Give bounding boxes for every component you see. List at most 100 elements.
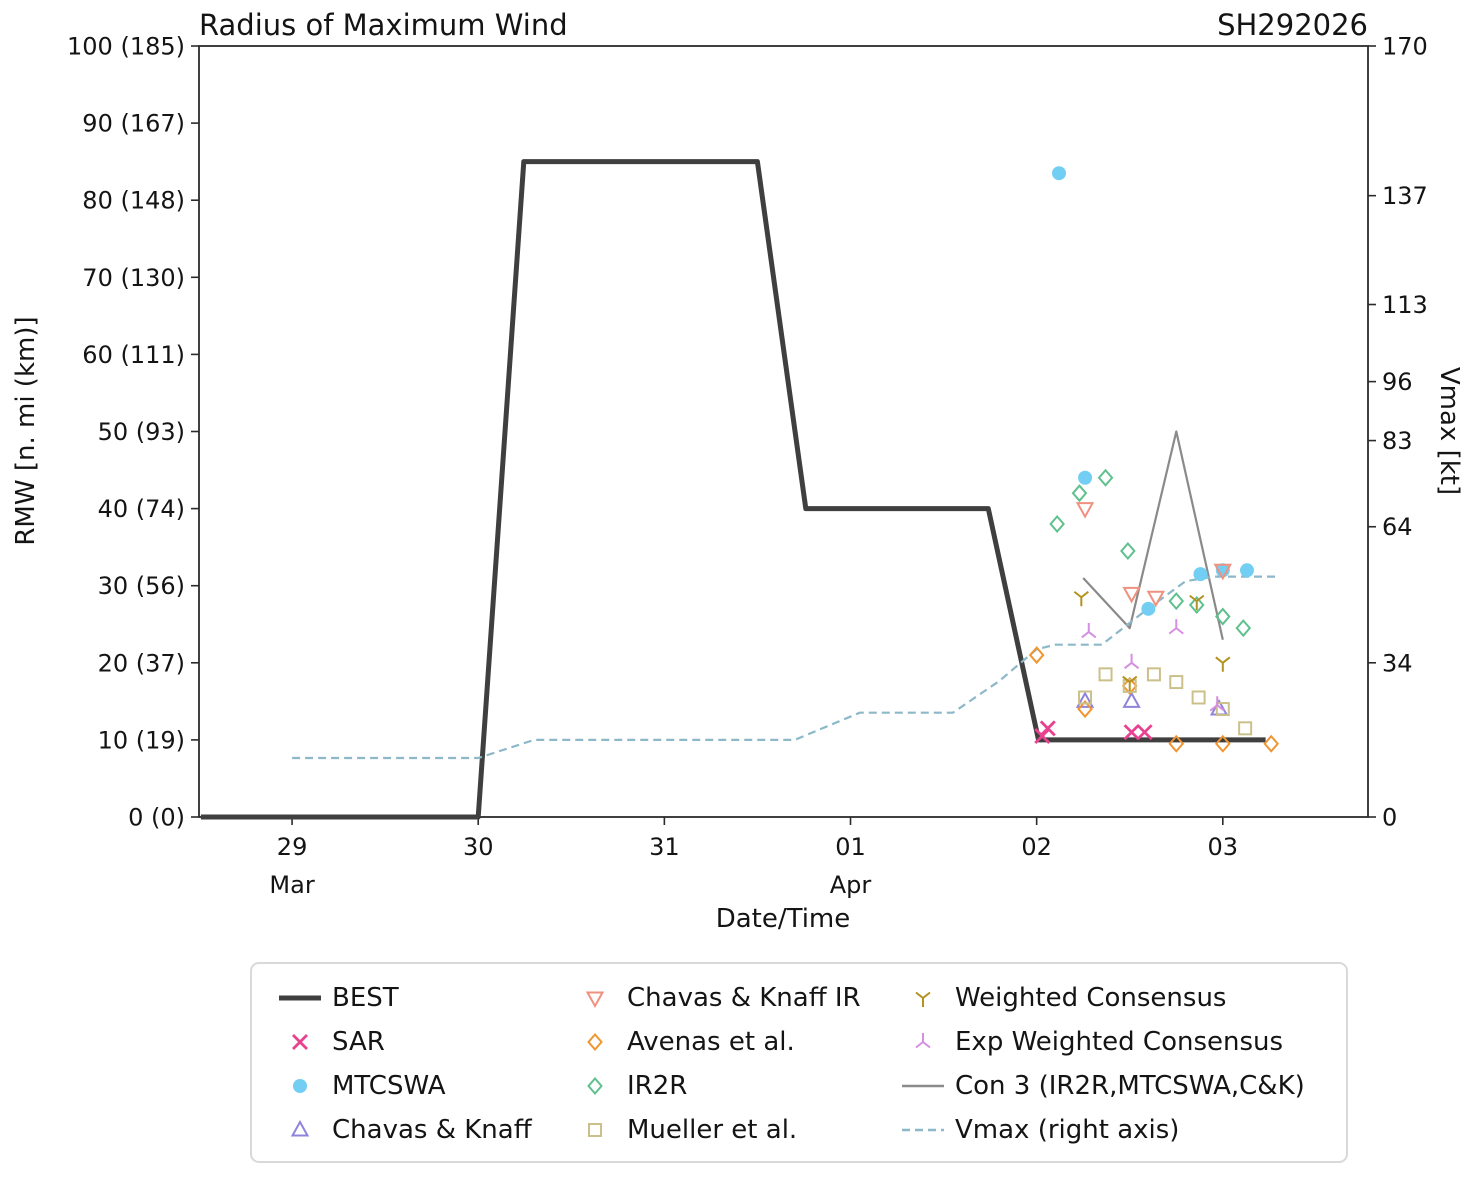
legend-marker-mueller-icon [588, 1123, 602, 1137]
avenas-scatter-point [1121, 676, 1138, 695]
legend-label-ir2r: IR2R [627, 1071, 688, 1101]
sar-scatter-point [1123, 724, 1140, 741]
avenas-scatter-point [1028, 646, 1045, 665]
chavas_knaff-scatter-point [1075, 691, 1095, 708]
legend-label-sar: SAR [332, 1027, 385, 1057]
mtcswa-scatter-point [1078, 470, 1093, 485]
legend-marker-mueller-point [588, 1123, 602, 1137]
legend-marker-con3-icon [902, 1084, 944, 1088]
legend-item-exp_weighted_consensus: Exp Weighted Consensus [900, 1020, 1305, 1064]
y-right-tick-label: 113 [1382, 291, 1428, 319]
legend-marker-mtcswa-icon [293, 1079, 307, 1093]
y-left-tick-label: 40 (74) [98, 495, 185, 523]
y-right-tick-label: 34 [1382, 649, 1413, 677]
chavas_knaff_ir-scatter-point [1122, 586, 1141, 604]
mueller-scatter [1078, 667, 1253, 736]
legend-marker-ir2r [587, 1076, 603, 1096]
y-left-tick-label: 80 (148) [82, 187, 185, 215]
legend-item-vmax: Vmax (right axis) [900, 1108, 1305, 1152]
avenas-scatter-point [1214, 734, 1231, 753]
mueller-scatter-point [1098, 667, 1113, 682]
mueller-scatter-point [1122, 678, 1137, 693]
mueller-scatter-point [1238, 721, 1253, 736]
y-left-tick-label: 100 (185) [67, 33, 185, 61]
chavas_knaff_ir-scatter [1075, 502, 1233, 608]
legend-item-ir2r: IR2R [572, 1064, 861, 1108]
avenas-scatter-point [1263, 734, 1280, 753]
legend-marker-ir2r-point [587, 1076, 603, 1096]
legend-label-mtcswa: MTCSWA [332, 1071, 446, 1101]
x-axis-ticks: 29 30 31 01 02 03 Mar Apr [269, 817, 1238, 899]
x-month-label: Apr [830, 871, 872, 899]
chavas_knaff_ir-scatter-point [1213, 563, 1233, 581]
mueller-scatter-point [1215, 702, 1230, 717]
y-right-tick-label: 96 [1382, 368, 1413, 396]
legend-marker-avenas-point [587, 1032, 603, 1052]
legend-item-con3: Con 3 (IR2R,MTCSWA,C&K) [900, 1064, 1305, 1108]
plot-area: 0 (0) 10 (19) 20 (37) 30 (56) 40 (74) 50 (93)… [67, 33, 1428, 900]
legend-marker-chavas_knaff-point [290, 1119, 310, 1137]
mtcswa-scatter [1051, 166, 1255, 616]
exp_weighted_consensus-scatter-point [1123, 653, 1140, 670]
legend-marker-mtcswa-point [293, 1079, 307, 1093]
x-tick-label: 31 [649, 833, 680, 861]
legend-marker-chavas_knaff-icon [290, 1119, 310, 1137]
legend-item-chavas_knaff_ir: Chavas & Knaff IR [572, 976, 861, 1020]
weighted_consensus-scatter-point [1073, 590, 1089, 607]
legend-marker-sar [292, 1034, 308, 1050]
y-axis-left-ticks: 0 (0) 10 (19) 20 (37) 30 (56) 40 (74) 50 (93)… [67, 33, 199, 832]
mueller-scatter-point [1169, 675, 1184, 690]
chart-title: Radius of Maximum Wind [199, 8, 568, 42]
mtcswa-scatter-point [1193, 567, 1208, 582]
y-left-tick-label: 30 (56) [98, 572, 185, 600]
legend-item-mtcswa: MTCSWA [277, 1064, 532, 1108]
legend-marker-sar-point [292, 1034, 308, 1050]
legend-marker-best-icon [279, 995, 321, 1001]
y-right-tick-label: 83 [1382, 427, 1413, 455]
legend-marker-vmax-icon [902, 1128, 944, 1132]
exp_weighted_consensus-scatter-point [1081, 622, 1097, 639]
x-tick-label: 01 [835, 833, 866, 861]
ir2r-scatter-point [1214, 607, 1231, 626]
mtcswa-scatter-point [1141, 601, 1156, 616]
legend-marker-avenas [587, 1032, 603, 1052]
weighted_consensus-scatter [1073, 590, 1231, 692]
con3-line [1082, 430, 1224, 640]
y-left-tick-label: 90 (167) [82, 110, 185, 138]
y-right-tick-label: 170 [1382, 33, 1428, 61]
best-line [200, 159, 1266, 820]
storm-id: SH292026 [1217, 8, 1368, 42]
legend-marker-sar-icon [292, 1034, 308, 1050]
x-tick-label: 30 [463, 833, 494, 861]
weighted_consensus-scatter-point [1215, 656, 1231, 672]
mtcswa-scatter-point [1240, 563, 1255, 578]
legend-marker-exp_weighted_consensus [915, 1033, 931, 1049]
legend-marker-ir2r-icon [587, 1076, 603, 1096]
legend-item-chavas_knaff: Chavas & Knaff [277, 1108, 532, 1152]
legend-marker-weighted_consensus [915, 991, 931, 1007]
y-right-tick-label: 137 [1382, 182, 1428, 210]
ir2r-scatter-point [1097, 468, 1114, 487]
sar-scatter [1034, 720, 1153, 745]
mtcswa-scatter-point [1051, 166, 1066, 181]
weighted_consensus-scatter-point [1122, 675, 1138, 692]
sar-scatter-point [1136, 724, 1153, 741]
legend-marker-weighted_consensus-icon [915, 991, 931, 1007]
x-month-label: Mar [269, 871, 314, 899]
legend-label-vmax: Vmax (right axis) [955, 1115, 1180, 1145]
legend: BEST SAR MTCSWA Chavas & Knaff Chavas & Knaf… [250, 962, 1348, 1163]
legend-label-exp_weighted_consensus: Exp Weighted Consensus [955, 1027, 1284, 1057]
legend-label-chavas_knaff_ir: Chavas & Knaff IR [627, 983, 861, 1013]
mueller-scatter-point [1146, 667, 1161, 682]
avenas-scatter [1028, 646, 1280, 753]
legend-item-mueller: Mueller et al. [572, 1108, 861, 1152]
legend-column-1: BEST SAR MTCSWA Chavas & Knaff [277, 976, 532, 1152]
y-left-tick-label: 0 (0) [128, 804, 185, 832]
y-left-tick-label: 50 (93) [98, 418, 185, 446]
ir2r-scatter-point [1120, 541, 1136, 561]
ir2r-scatter-point [1188, 595, 1205, 615]
x-tick-label: 02 [1021, 833, 1052, 861]
ir2r-scatter [1049, 468, 1252, 638]
legend-column-3: Weighted Consensus Exp Weighted Consensus… [900, 976, 1305, 1152]
vmax-line [292, 575, 1279, 760]
